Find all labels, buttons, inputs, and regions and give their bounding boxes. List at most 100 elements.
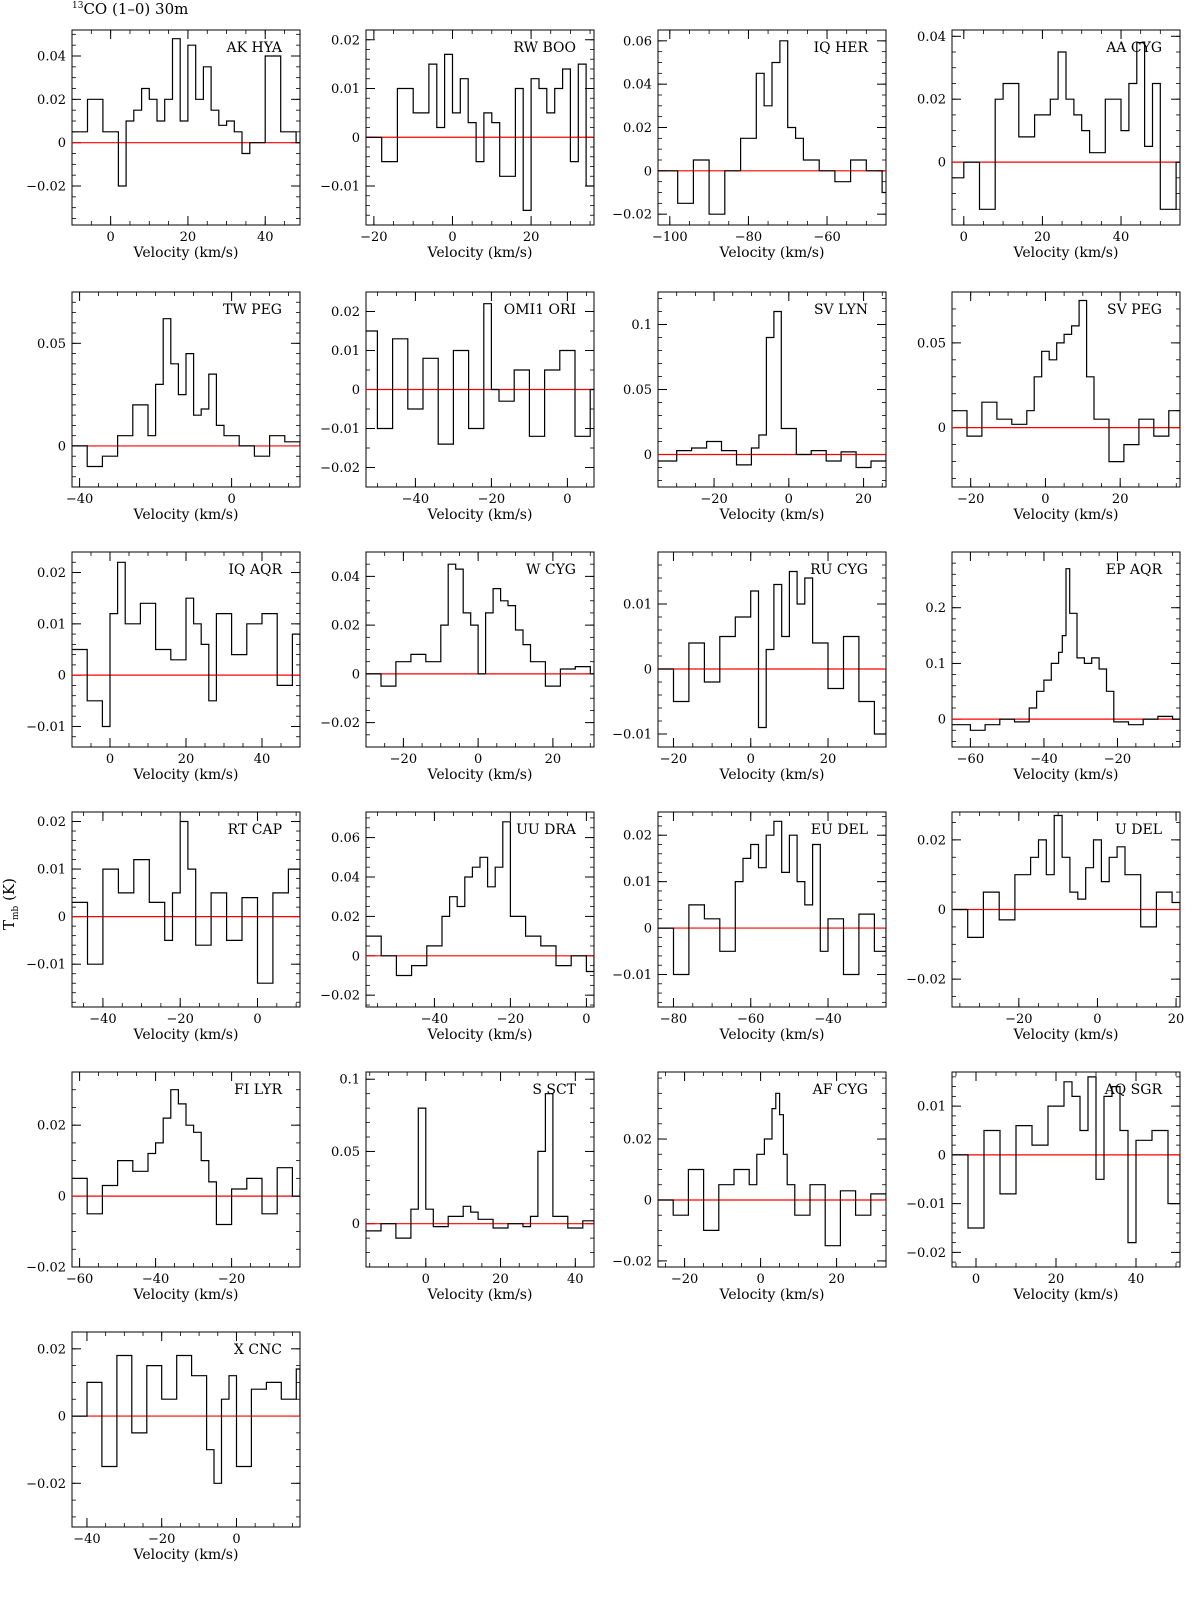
y-tick-label: −0.02 xyxy=(320,716,360,731)
x-axis-label: Velocity (km/s) xyxy=(133,1027,239,1043)
panel-title: U DEL xyxy=(1115,822,1162,838)
spectrum-panel-9: 0 20 40 −0.01 0 0.01 0.02 IQ AQR Velocity (km/s) xyxy=(26,551,301,783)
plot-frame xyxy=(71,1331,301,1528)
spectrum-line xyxy=(366,303,594,445)
x-axis-label: Velocity (km/s) xyxy=(1013,507,1119,523)
x-tick-label: −40 xyxy=(1030,752,1057,767)
y-tick-label: −0.01 xyxy=(612,968,652,983)
x-tick-label: 20 xyxy=(545,752,562,767)
spectrum-panel-2: −20 0 20 −0.01 0 0.01 0.02 RW BOO Velocity (km/s… xyxy=(320,29,595,261)
y-tick-label: 0.02 xyxy=(917,93,946,108)
panel-title: SV LYN xyxy=(814,302,868,318)
y-tick-label: 0 xyxy=(938,421,946,436)
y-tick-label: 0 xyxy=(644,164,652,179)
x-tick-label: −40 xyxy=(66,492,93,507)
y-tick-label: 0 xyxy=(58,669,66,684)
y-tick-label: 0.05 xyxy=(623,383,652,398)
panel-title: SV PEG xyxy=(1107,302,1162,318)
y-tick-label: 0.02 xyxy=(331,910,360,925)
plot-frame xyxy=(951,551,1181,748)
panel-title: AA CYG xyxy=(1105,40,1162,56)
y-tick-label: −0.01 xyxy=(612,728,652,743)
y-tick-label: −0.02 xyxy=(906,973,946,988)
y-tick-label: 0.02 xyxy=(37,815,66,830)
panel-title: IQ HER xyxy=(814,40,869,56)
y-tick-label: 0.05 xyxy=(917,336,946,351)
x-tick-label: −20 xyxy=(390,752,417,767)
x-tick-label: −60 xyxy=(66,1272,93,1287)
y-tick-label: 0 xyxy=(938,713,946,728)
x-tick-label: −40 xyxy=(142,1272,169,1287)
x-tick-label: 0 xyxy=(960,230,968,245)
y-tick-label: −0.02 xyxy=(612,208,652,223)
panel-title: RT CAP xyxy=(228,822,282,838)
spectrum-panel-13: −40 −20 0 −0.01 0 0.01 0.02 RT CAP Velocity (km/… xyxy=(26,811,301,1043)
plot-frame xyxy=(71,291,301,488)
y-tick-label: 0.2 xyxy=(925,601,946,616)
spectrum-line xyxy=(72,38,300,187)
y-tick-label: 0.02 xyxy=(37,1342,66,1357)
panel-title: UU DRA xyxy=(516,822,577,838)
y-tick-label: 0.01 xyxy=(331,82,360,97)
y-tick-label: −0.02 xyxy=(320,461,360,476)
y-tick-label: −0.01 xyxy=(320,180,360,195)
y-tick-label: 0.02 xyxy=(37,1119,66,1134)
spectrum-panel-5: −40 0 0 0.05 TW PEG Velocity (km/s) xyxy=(37,291,301,523)
x-axis-label: Velocity (km/s) xyxy=(1013,767,1119,783)
x-tick-label: −20 xyxy=(148,1532,175,1547)
y-tick-label: −0.02 xyxy=(320,989,360,1004)
y-tick-label: 0 xyxy=(58,439,66,454)
x-axis-label: Velocity (km/s) xyxy=(427,1287,533,1303)
spectrum-panel-1: 0 20 40 −0.02 0 0.02 0.04 AK HYA Velocity (km/s) xyxy=(26,29,301,261)
y-tick-label: −0.01 xyxy=(26,958,66,973)
y-tick-label: 0.02 xyxy=(623,1133,652,1148)
spectrum-panel-3: −100 −80 −60 −0.02 0 0.02 0.04 0.06 IQ HER Veloci… xyxy=(612,29,887,261)
plot-frame xyxy=(657,551,887,748)
x-axis-label: Velocity (km/s) xyxy=(133,507,239,523)
spectrum-panel-19: −20 0 20 −0.02 0 0.02 AF CYG Velocity (km/s) xyxy=(612,1071,887,1303)
x-tick-label: 40 xyxy=(567,1272,584,1287)
x-tick-label: 20 xyxy=(1112,492,1129,507)
x-axis-label: Velocity (km/s) xyxy=(133,1547,239,1563)
x-tick-label: 20 xyxy=(180,230,197,245)
spectrum-line xyxy=(658,40,886,215)
plot-frame xyxy=(71,29,301,226)
y-tick-label: 0.1 xyxy=(925,657,946,672)
x-axis-label: Velocity (km/s) xyxy=(133,245,239,261)
panel-title: RU CYG xyxy=(810,562,868,578)
spectrum-line xyxy=(658,1092,886,1247)
x-tick-label: −60 xyxy=(737,1012,764,1027)
x-axis-label: Velocity (km/s) xyxy=(427,507,533,523)
y-tick-label: 0.1 xyxy=(631,318,652,333)
spectrum-line xyxy=(366,1093,594,1239)
x-tick-label: −80 xyxy=(660,1012,687,1027)
y-tick-label: −0.02 xyxy=(612,1254,652,1269)
x-tick-label: 0 xyxy=(747,752,755,767)
plot-frame xyxy=(951,291,1181,488)
spectrum-line xyxy=(952,299,1180,463)
spectrum-panel-18: 0 20 40 0 0.05 0.1 S SCT Velocity (km/s) xyxy=(331,1071,595,1303)
spectrum-line xyxy=(72,561,300,728)
x-tick-label: 20 xyxy=(828,1272,845,1287)
y-tick-label: −0.02 xyxy=(26,180,66,195)
x-tick-label: 0 xyxy=(474,752,482,767)
y-tick-label: −0.01 xyxy=(906,1197,946,1212)
x-axis-label: Velocity (km/s) xyxy=(1013,1027,1119,1043)
plot-frame xyxy=(951,1071,1181,1268)
x-tick-label: −40 xyxy=(421,1012,448,1027)
y-tick-label: 0.02 xyxy=(37,93,66,108)
x-tick-label: 0 xyxy=(107,230,115,245)
x-tick-label: 0 xyxy=(972,1272,980,1287)
spectrum-panel-16: −20 0 20 −0.02 0 0.02 U DEL Velocity (km/s) xyxy=(906,811,1184,1043)
y-tick-label: 0.02 xyxy=(917,833,946,848)
x-tick-label: −20 xyxy=(700,492,727,507)
x-axis-label: Velocity (km/s) xyxy=(1013,1287,1119,1303)
panel-title: X CNC xyxy=(234,1342,282,1358)
spectrum-line xyxy=(952,814,1180,938)
x-tick-label: 0 xyxy=(785,492,793,507)
x-axis-label: Velocity (km/s) xyxy=(427,1027,533,1043)
x-tick-label: −20 xyxy=(957,492,984,507)
spectrum-line xyxy=(658,310,886,469)
y-tick-label: 0.01 xyxy=(623,598,652,613)
x-tick-label: 20 xyxy=(820,752,837,767)
